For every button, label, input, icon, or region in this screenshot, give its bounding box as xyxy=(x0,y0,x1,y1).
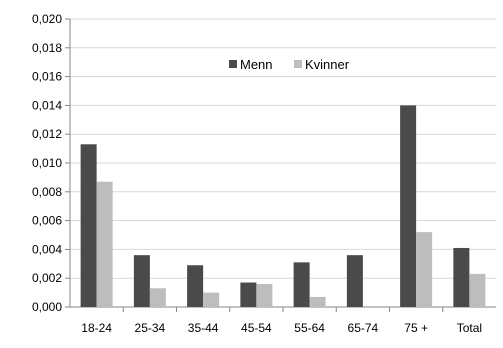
bar-kvinner-75 xyxy=(416,232,433,307)
bar-menn-25-34 xyxy=(133,255,150,307)
x-tick-label: 18-24 xyxy=(81,321,112,335)
y-tick-label: 0,006 xyxy=(32,214,62,228)
bar-menn-Total xyxy=(453,247,470,307)
bar-kvinner-45-54 xyxy=(256,283,273,307)
y-tick-labels: 0,000 0,002 0,004 0,006 0,008 0,010 0,012 0,014… xyxy=(32,12,62,314)
x-tick-labels: 18-24 25-34 35-44 45-54 55-64 65-74 75 + Total xyxy=(81,321,482,335)
bar-kvinner-35-44 xyxy=(203,292,220,307)
x-tick-label: 75 + xyxy=(404,321,428,335)
bar-kvinner-25-34 xyxy=(149,288,166,307)
y-tick-label: 0,018 xyxy=(32,41,62,55)
legend: Menn Kvinner xyxy=(229,57,350,72)
legend-swatch-menn xyxy=(229,60,237,68)
bar-kvinner-55-64 xyxy=(309,296,326,307)
bar-menn-75 xyxy=(400,105,417,308)
x-tick-label: Total xyxy=(457,321,482,335)
y-tick-label: 0,002 xyxy=(32,271,62,285)
bars xyxy=(80,105,486,308)
bar-menn-45-54 xyxy=(240,282,257,307)
y-tick-label: 0,012 xyxy=(32,127,62,141)
bar-menn-55-64 xyxy=(293,262,310,307)
x-tick-label: 25-34 xyxy=(135,321,166,335)
bar-menn-65-74 xyxy=(346,255,363,307)
y-tick-label: 0,014 xyxy=(32,98,62,112)
bar-kvinner-Total xyxy=(469,273,486,307)
bar-menn-35-44 xyxy=(187,265,204,307)
y-tick-label: 0,020 xyxy=(32,12,62,26)
x-tick-label: 55-64 xyxy=(294,321,325,335)
legend-label-menn: Menn xyxy=(240,57,273,72)
x-tick-label: 45-54 xyxy=(241,321,272,335)
y-tick-label: 0,016 xyxy=(32,70,62,84)
bar-menn-18-24 xyxy=(80,144,97,307)
y-tick-label: 0,000 xyxy=(32,300,62,314)
bar-kvinner-18-24 xyxy=(96,181,113,307)
legend-label-kvinner: Kvinner xyxy=(305,57,350,72)
y-tick-label: 0,004 xyxy=(32,242,62,256)
y-tick-label: 0,008 xyxy=(32,185,62,199)
legend-swatch-kvinner xyxy=(294,60,302,68)
x-tick-label: 35-44 xyxy=(188,321,219,335)
y-tick-label: 0,010 xyxy=(32,156,62,170)
grid-lines xyxy=(70,18,496,279)
x-tick-label: 65-74 xyxy=(348,321,379,335)
